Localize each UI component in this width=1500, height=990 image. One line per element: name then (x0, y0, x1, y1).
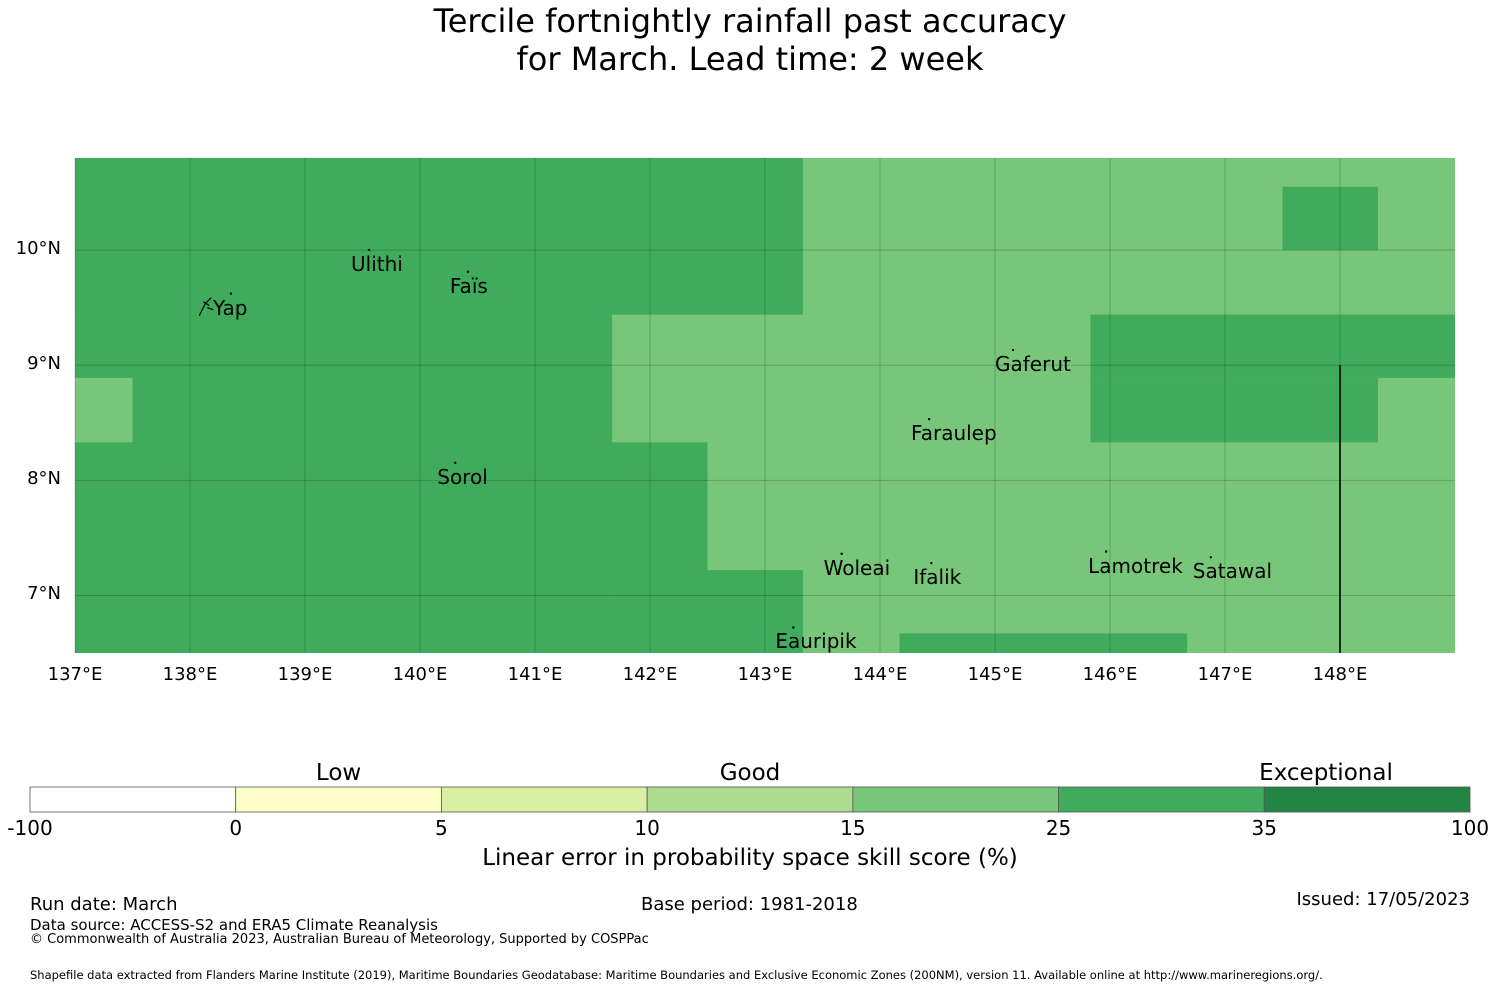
lat-tick-label: 8°N (27, 468, 61, 490)
place-label: Gaferut (995, 352, 1071, 377)
place-label: Lamotrek (1088, 553, 1183, 578)
place-label: Ulithi (351, 251, 403, 276)
lon-tick-label: 140°E (392, 664, 448, 685)
lon-tick-label: 139°E (277, 664, 333, 685)
place-label: Yap (213, 295, 248, 320)
legend-tick-label: 5 (435, 816, 448, 840)
legend-tick-label: 0 (229, 816, 243, 840)
title-line-2: for March. Lead time: 2 week (516, 40, 984, 78)
legend-caption: Linear error in probability space skill … (482, 845, 1018, 871)
lon-tick-label: 137°E (47, 664, 103, 685)
lon-tick-label: 148°E (1312, 664, 1368, 685)
lon-tick-label: 143°E (737, 664, 793, 685)
shapefile-credit: Shapefile data extracted from Flanders M… (30, 968, 1323, 982)
island-marker (1011, 348, 1015, 352)
lon-tick-label: 146°E (1082, 664, 1138, 685)
island-marker (930, 561, 933, 565)
legend-swatch (235, 786, 442, 813)
issued-date: Issued: 17/05/2023 (1296, 889, 1470, 910)
skill-region-7 (1090, 377, 1378, 443)
island-marker (454, 461, 457, 465)
legend-swatch (441, 786, 648, 813)
skill-region-5 (1282, 186, 1378, 251)
lat-tick-label: 10°N (15, 238, 61, 260)
legend-swatch (852, 786, 1059, 813)
title-line-1: Tercile fortnightly rainfall past accura… (433, 2, 1067, 40)
run-date: Run date: March (30, 894, 178, 915)
legend-tick-label: 10 (634, 816, 660, 840)
lon-tick-label: 145°E (967, 664, 1023, 685)
island-marker (1104, 550, 1108, 553)
place-label: Woleai (823, 555, 891, 580)
legend-category-label: Low (315, 760, 362, 786)
lon-tick-label: 144°E (852, 664, 908, 685)
lat-tick-label: 9°N (27, 353, 61, 375)
island-marker (792, 626, 795, 629)
base-period: Base period: 1981-2018 (641, 894, 858, 915)
legend-swatch (1263, 786, 1471, 813)
island-marker (1209, 556, 1213, 559)
legend-swatch (1058, 786, 1265, 813)
legend-tick-label: -100 (7, 816, 53, 840)
skill-region-8 (899, 633, 1188, 653)
chart-title: Tercile fortnightly rainfall past accura… (0, 2, 1500, 78)
legend-tick-label: 15 (840, 816, 866, 840)
place-label: Faïs (449, 273, 488, 298)
place-label: Ifalik (913, 565, 962, 590)
island-marker (367, 248, 371, 252)
skill-region-6 (1090, 314, 1455, 378)
place-label: Sorol (437, 464, 488, 489)
skill-region-1 (75, 314, 613, 653)
legend-category-label: Exceptional (1259, 760, 1393, 786)
lon-tick-label: 138°E (162, 664, 218, 685)
data-source: Data source: ACCESS-S2 and ERA5 Climate … (30, 916, 438, 934)
place-label: Eauripik (775, 629, 857, 654)
island-marker (229, 292, 233, 295)
legend-tick-label: 25 (1045, 816, 1072, 840)
island-marker (927, 417, 931, 421)
skill-region-0 (75, 158, 803, 315)
legend-swatch (646, 786, 854, 813)
yap-island-shape (198, 297, 214, 316)
skill-region-2 (612, 442, 708, 653)
lat-tick-label: 7°N (27, 583, 61, 605)
island-marker (840, 552, 843, 556)
skill-region-4 (75, 377, 133, 443)
lon-tick-label: 142°E (622, 664, 678, 685)
skill-map (74, 158, 1455, 653)
skill-region-3 (707, 570, 803, 653)
legend-tick-label: 35 (1251, 816, 1278, 840)
legend-tick-label: 100 (1450, 816, 1490, 840)
lon-tick-label: 141°E (507, 664, 563, 685)
legend-colorbar (29, 786, 1471, 813)
place-label: Satawal (1192, 559, 1273, 584)
place-label: Faraulep (911, 421, 997, 446)
copyright: © Commonwealth of Australia 2023, Austra… (30, 932, 649, 947)
lon-tick-label: 147°E (1197, 664, 1253, 685)
island-marker (466, 270, 470, 273)
legend-category-label: Good (719, 760, 781, 786)
legend-swatch (29, 786, 237, 813)
